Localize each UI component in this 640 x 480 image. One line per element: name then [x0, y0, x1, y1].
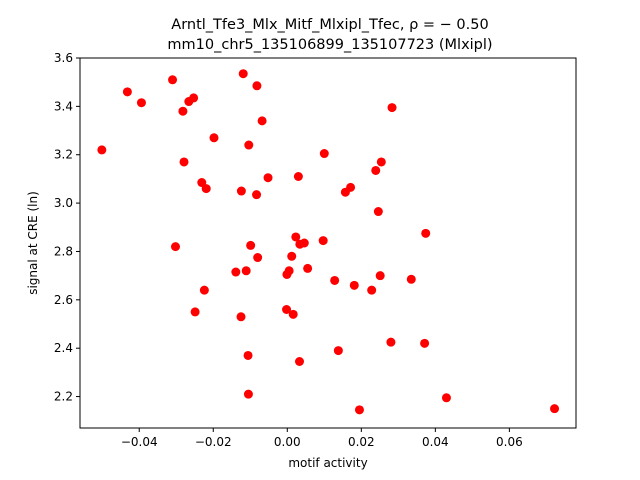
data-point [291, 232, 301, 242]
data-point [319, 149, 329, 159]
x-axis-label: motif activity [288, 456, 367, 470]
data-point [246, 240, 256, 250]
data-point [387, 103, 397, 113]
data-point [199, 285, 209, 295]
data-point [441, 393, 451, 403]
data-point [236, 312, 246, 322]
x-tick-label: 0.02 [348, 435, 375, 449]
data-point [178, 106, 188, 116]
x-tick-label: 0.04 [422, 435, 449, 449]
data-point [170, 242, 180, 252]
y-tick-label: 3.0 [54, 196, 73, 210]
data-point [318, 236, 328, 246]
data-point [294, 356, 304, 366]
data-point [243, 389, 253, 399]
data-point [231, 267, 241, 277]
y-tick-label: 2.4 [54, 341, 73, 355]
data-point [288, 309, 298, 319]
data-point [386, 337, 396, 347]
data-point [243, 350, 253, 360]
axes-frame [79, 57, 577, 429]
data-point [257, 116, 267, 126]
y-axis-label: signal at CRE (ln) [26, 191, 40, 295]
y-tick-label: 3.4 [54, 99, 73, 113]
data-point [421, 228, 431, 238]
x-tick-label: −0.04 [121, 435, 158, 449]
data-point [550, 404, 560, 414]
x-tick-label: −0.02 [195, 435, 232, 449]
data-point [376, 157, 386, 167]
y-tick-label: 2.8 [54, 244, 73, 258]
data-point [241, 266, 251, 276]
data-point [168, 75, 178, 85]
data-point [293, 171, 303, 181]
data-point [330, 275, 340, 285]
data-point [209, 133, 219, 143]
data-point [420, 338, 430, 348]
y-tick-label: 2.2 [54, 390, 73, 404]
data-point [201, 184, 211, 194]
data-point [303, 263, 313, 273]
y-tick-label: 3.2 [54, 148, 73, 162]
data-point [253, 253, 263, 263]
data-point [371, 165, 381, 175]
data-point [236, 186, 246, 196]
data-point [354, 405, 364, 415]
y-tick-label: 2.6 [54, 293, 73, 307]
data-point [349, 280, 359, 290]
data-point [375, 271, 385, 281]
data-point [263, 173, 273, 183]
data-point [190, 307, 200, 317]
data-point [244, 140, 254, 150]
data-point [238, 69, 248, 79]
plot-area [97, 69, 560, 415]
data-point [122, 87, 132, 97]
data-point [282, 305, 292, 315]
data-point [287, 251, 297, 261]
data-point [136, 98, 146, 108]
data-point [340, 187, 350, 197]
data-point [333, 346, 343, 356]
x-tick-label: 0.06 [496, 435, 523, 449]
data-point [406, 274, 416, 284]
y-tick-label: 3.6 [54, 51, 73, 65]
data-point [189, 93, 199, 103]
chart-title-line2: mm10_chr5_135106899_135107723 (Mlxipl) [167, 37, 492, 53]
x-tick-label: 0.00 [274, 435, 301, 449]
data-point [252, 190, 262, 200]
data-point [373, 207, 383, 217]
data-point [252, 81, 262, 91]
data-point [282, 269, 292, 279]
chart-title-line1: Arntl_Tfe3_Mlx_Mitf_Mlxipl_Tfec, ρ = − 0… [171, 17, 488, 33]
data-point [179, 157, 189, 167]
data-point [367, 285, 377, 295]
data-point [97, 145, 107, 155]
data-point [299, 238, 309, 248]
